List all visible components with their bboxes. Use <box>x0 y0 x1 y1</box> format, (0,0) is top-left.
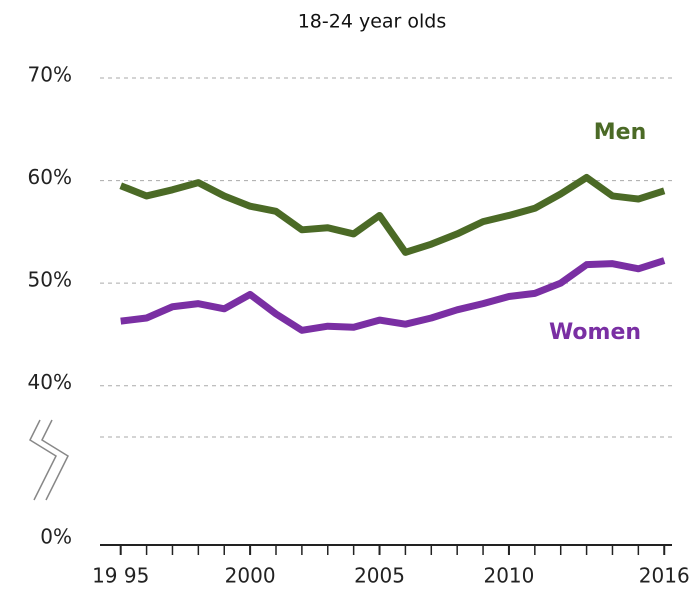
axis-break-symbol <box>29 419 69 501</box>
series-line <box>119 173 666 256</box>
x-tick-label: 2000 <box>225 564 276 588</box>
x-tick-label: 2016 <box>639 564 690 588</box>
y-tick-label: 50% <box>28 268 72 292</box>
y-tick-label: 0% <box>40 525 72 549</box>
series-line <box>120 257 666 334</box>
y-tick-label: 60% <box>28 165 72 189</box>
y-tick-label: 70% <box>28 63 72 87</box>
x-tick-label: 2005 <box>354 564 405 588</box>
x-tick-label: 19 95 <box>92 564 149 588</box>
chart-title: 18-24 year olds <box>298 11 447 33</box>
y-tick-label: 40% <box>28 370 72 394</box>
x-tick-label: 2010 <box>483 564 534 588</box>
series-label: Women <box>549 320 641 345</box>
series-label: Men <box>594 120 646 145</box>
